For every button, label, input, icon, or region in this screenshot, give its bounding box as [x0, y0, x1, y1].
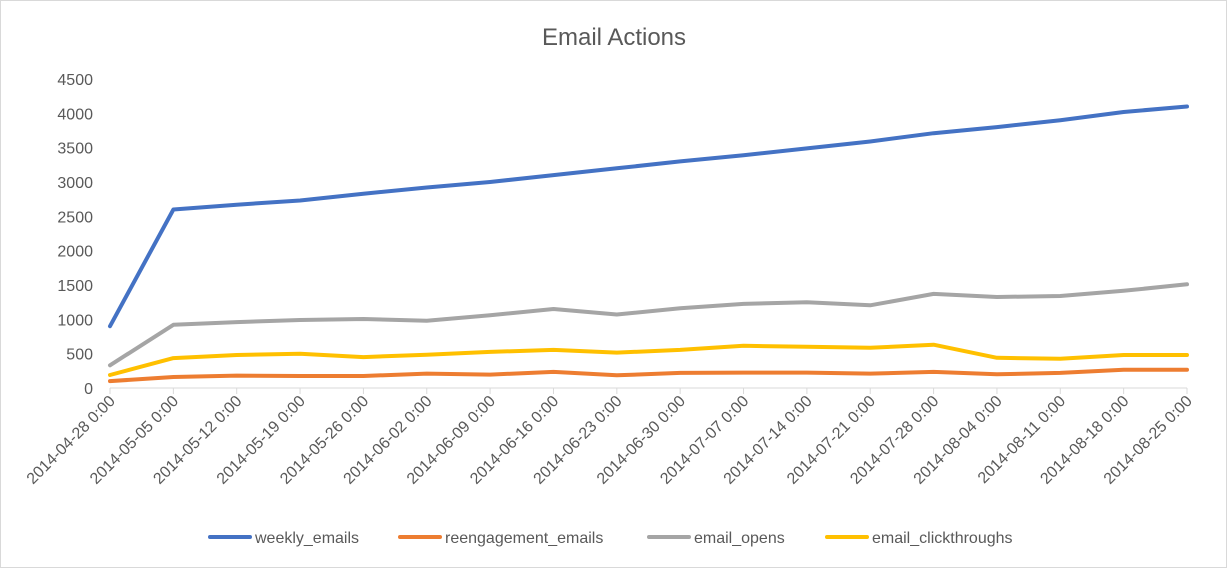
y-tick-label: 4000 — [57, 106, 93, 123]
chart-title: Email Actions — [542, 24, 686, 51]
series-line-email-clickthroughs — [108, 342, 1189, 377]
y-tick-label: 4500 — [57, 72, 93, 89]
y-axis-ticks: 0 500 1000 1500 2000 2500 3000 3500 4000 4500 — [57, 72, 93, 398]
legend: weekly_emails reengagement_emails email_op… — [208, 530, 1013, 547]
y-tick-label: 3000 — [57, 175, 93, 192]
y-tick-label: 1000 — [57, 312, 93, 329]
series-line-reengagement-emails — [108, 367, 1189, 384]
legend-label: reengagement_emails — [445, 530, 603, 547]
series-line-weekly-emails — [108, 104, 1189, 329]
y-tick-label: 0 — [84, 381, 93, 398]
y-tick-label: 500 — [66, 347, 93, 364]
legend-label: weekly_emails — [254, 530, 359, 547]
y-tick-label: 2500 — [57, 209, 93, 226]
series-lines — [108, 104, 1189, 384]
y-tick-label: 2000 — [57, 244, 93, 261]
y-tick-label: 1500 — [57, 278, 93, 295]
y-tick-label: 3500 — [57, 141, 93, 158]
legend-label: email_clickthroughs — [872, 530, 1013, 547]
legend-label: email_opens — [694, 530, 785, 547]
series-line-email-opens — [108, 282, 1189, 368]
